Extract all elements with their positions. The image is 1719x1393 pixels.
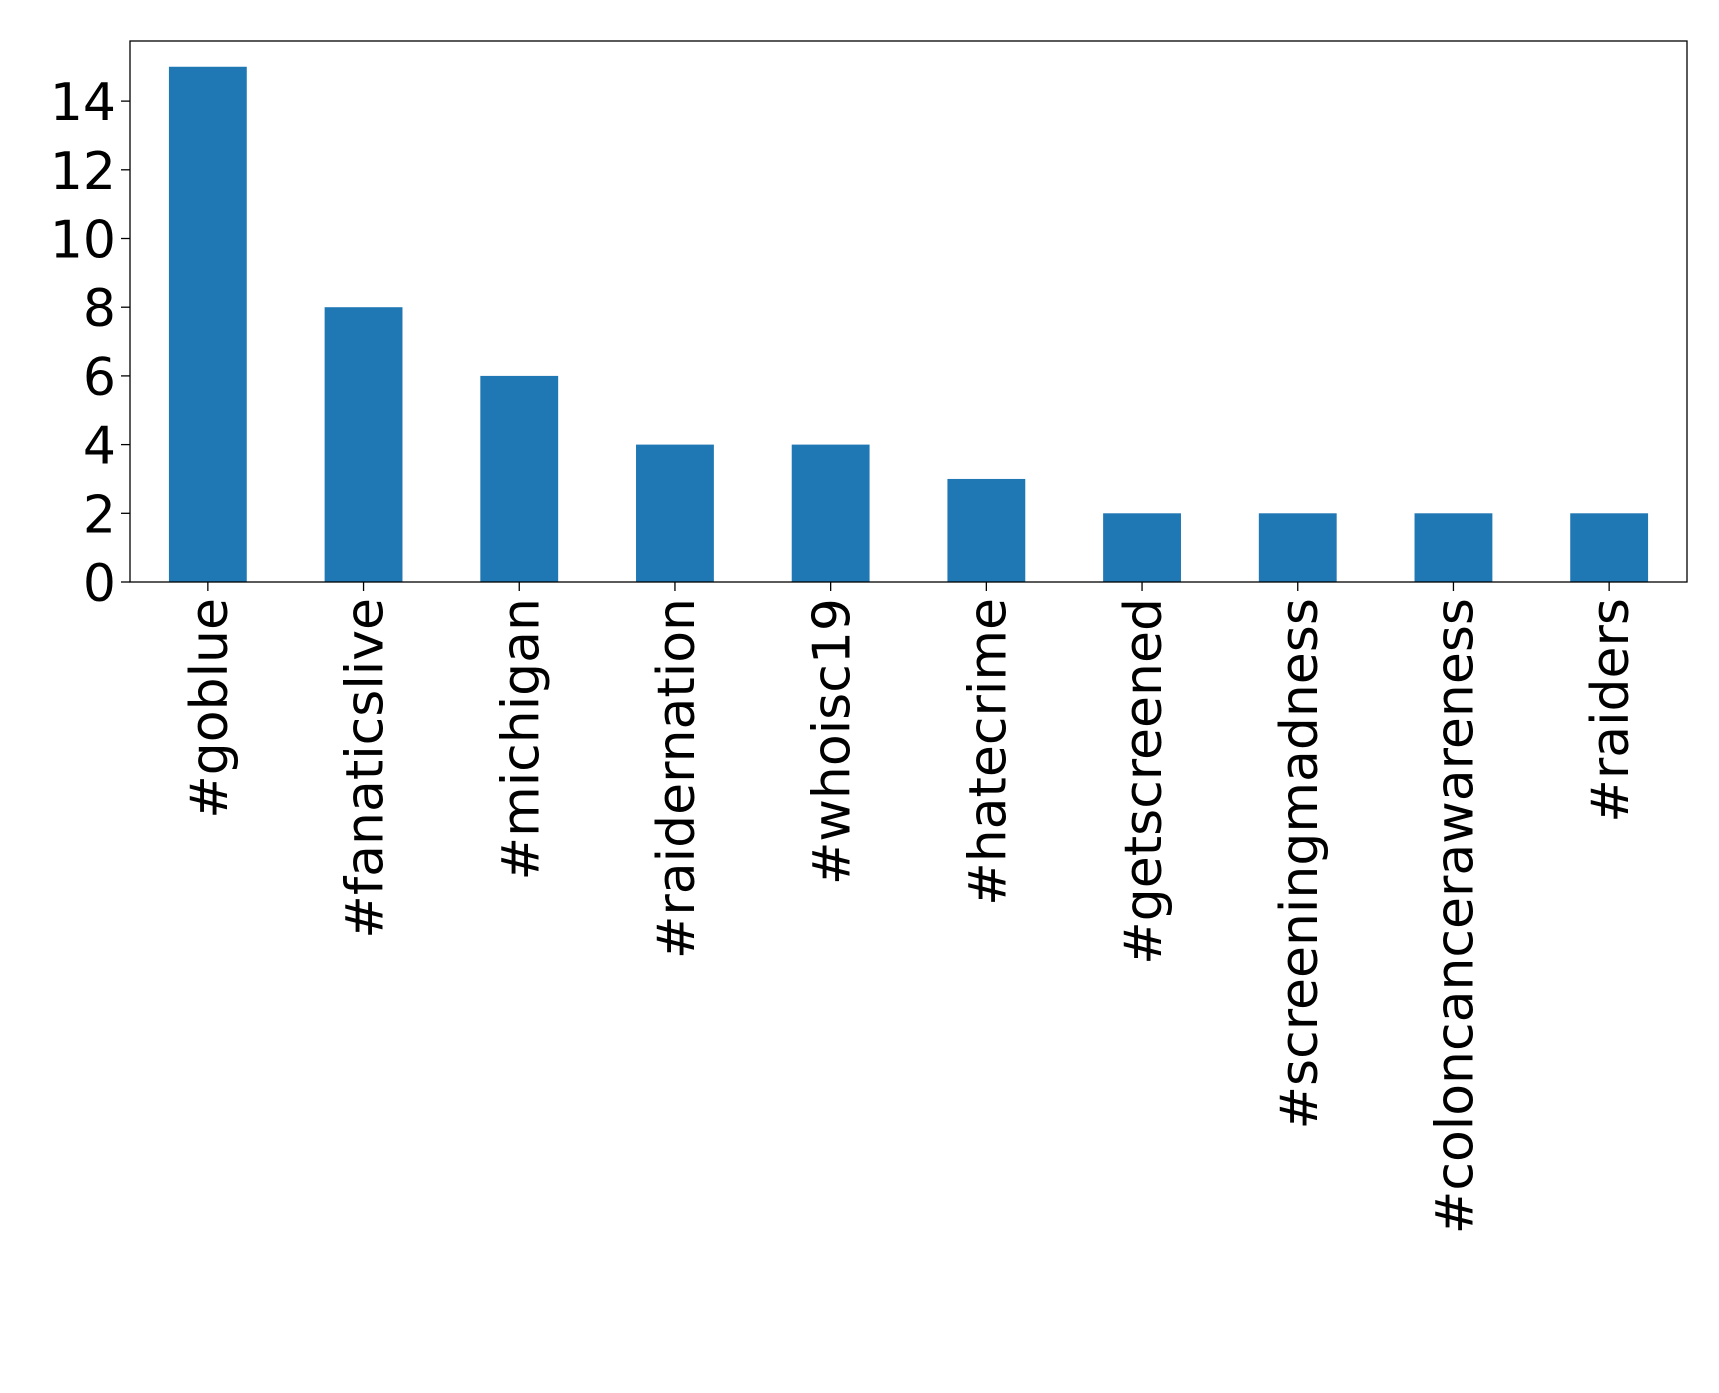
bar bbox=[947, 478, 1026, 582]
x-tick-label: #raiders bbox=[1581, 598, 1641, 823]
x-tick-label: #hatecrime bbox=[958, 598, 1018, 906]
x-tick-label: #michigan bbox=[491, 598, 551, 881]
plot-frame bbox=[129, 40, 1688, 583]
bar bbox=[1414, 513, 1493, 582]
y-tick-label: 14 bbox=[50, 73, 116, 133]
bar bbox=[480, 375, 559, 582]
y-tick-label: 8 bbox=[83, 279, 116, 339]
x-tick-label: #screeningmadness bbox=[1270, 598, 1330, 1130]
bar bbox=[1258, 513, 1337, 582]
x-tick-label: #fanaticslive bbox=[336, 598, 396, 939]
bar bbox=[791, 444, 870, 582]
y-tick-label: 0 bbox=[83, 554, 116, 614]
x-tick-label: #getscreened bbox=[1114, 598, 1174, 965]
bar bbox=[324, 307, 403, 582]
x-tick-label: #coloncancerawareness bbox=[1425, 598, 1485, 1234]
y-tick-label: 10 bbox=[50, 211, 116, 271]
y-tick-label: 12 bbox=[50, 142, 116, 202]
bar bbox=[1103, 513, 1181, 582]
bar bbox=[1570, 513, 1649, 582]
x-tick-label: #goblue bbox=[180, 598, 240, 819]
x-tick-label: #whoisc19 bbox=[803, 598, 863, 885]
bar bbox=[636, 444, 714, 582]
y-tick-label: 6 bbox=[83, 348, 116, 408]
x-tick-label: #raidernation bbox=[647, 598, 707, 959]
y-tick-label: 2 bbox=[83, 485, 116, 545]
bar bbox=[168, 66, 247, 582]
y-tick-label: 4 bbox=[83, 417, 116, 477]
